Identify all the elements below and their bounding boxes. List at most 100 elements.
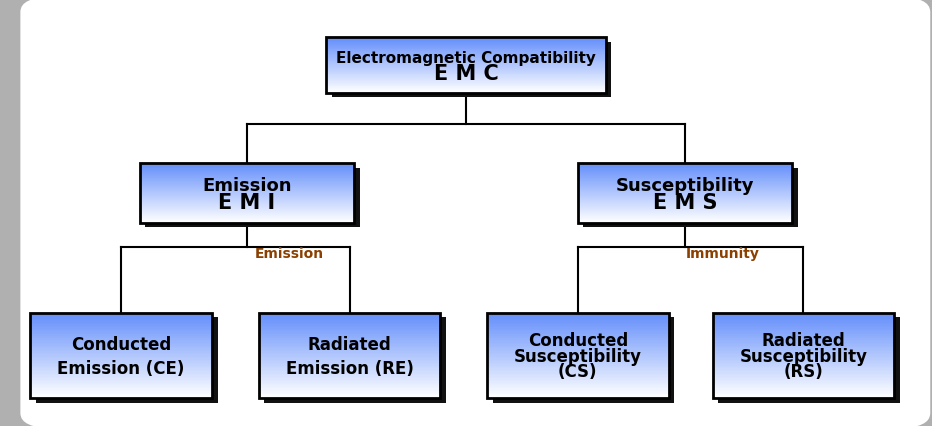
Bar <box>712 341 895 343</box>
Bar <box>30 392 212 394</box>
Bar <box>326 58 606 60</box>
Bar <box>578 219 792 220</box>
Bar <box>140 164 354 165</box>
Bar <box>258 394 440 395</box>
Bar <box>30 394 212 395</box>
Bar <box>712 320 895 322</box>
Bar <box>140 173 354 174</box>
Bar <box>30 368 212 370</box>
Bar <box>30 378 212 380</box>
Text: Immunity: Immunity <box>685 247 760 260</box>
Bar <box>30 355 212 357</box>
Bar <box>30 391 212 393</box>
Bar <box>258 354 440 356</box>
Bar <box>578 190 792 192</box>
Bar <box>258 343 440 344</box>
Bar <box>30 383 212 384</box>
Bar <box>487 371 669 373</box>
Bar <box>578 166 792 167</box>
Bar <box>140 175 354 176</box>
Bar <box>487 347 669 348</box>
Bar <box>140 179 354 180</box>
Bar <box>30 388 212 390</box>
Bar <box>487 394 669 395</box>
Text: (CS): (CS) <box>558 362 597 380</box>
Bar <box>578 204 792 206</box>
Bar <box>140 196 354 198</box>
Bar <box>578 177 792 178</box>
Bar <box>258 391 440 393</box>
Bar <box>487 353 669 354</box>
Bar <box>487 380 669 381</box>
Bar <box>258 345 440 347</box>
Bar <box>326 86 606 87</box>
Bar <box>258 368 440 370</box>
Bar <box>30 338 212 340</box>
Bar <box>712 377 895 378</box>
Bar <box>140 222 354 223</box>
Bar <box>578 216 792 218</box>
Bar <box>487 338 669 340</box>
Bar <box>140 181 354 183</box>
Bar <box>326 66 606 67</box>
Bar <box>326 81 606 83</box>
Bar <box>578 178 792 179</box>
Bar <box>30 336 212 337</box>
Text: Conducted: Conducted <box>71 335 171 353</box>
Bar <box>30 316 212 317</box>
Bar <box>326 80 606 81</box>
Bar <box>712 337 895 339</box>
Bar <box>30 370 212 371</box>
Bar <box>140 202 354 204</box>
Bar <box>30 377 212 378</box>
Bar <box>326 53 606 54</box>
Bar <box>712 334 895 336</box>
Bar <box>258 357 440 359</box>
Bar <box>326 73 606 74</box>
Bar <box>140 189 354 190</box>
Bar <box>326 54 606 55</box>
Bar <box>712 333 895 334</box>
Bar <box>487 374 669 376</box>
Bar <box>30 371 212 373</box>
Bar <box>30 389 212 391</box>
Bar <box>30 337 212 339</box>
Bar <box>258 323 440 325</box>
Bar <box>712 325 895 327</box>
Bar <box>487 366 669 367</box>
Text: Radiated: Radiated <box>308 335 391 353</box>
Bar <box>578 170 792 171</box>
Bar <box>140 187 354 188</box>
Bar <box>578 211 792 213</box>
Bar <box>326 62 606 63</box>
Bar <box>140 190 354 191</box>
Bar <box>578 193 792 195</box>
Bar <box>326 41 606 42</box>
Bar <box>30 347 212 348</box>
Bar <box>326 91 606 92</box>
Bar <box>712 388 895 390</box>
Bar <box>258 331 440 333</box>
Bar <box>487 364 669 366</box>
Bar <box>258 370 440 371</box>
Bar <box>258 324 440 326</box>
Bar <box>30 354 212 356</box>
Bar <box>712 366 895 367</box>
Bar <box>258 320 440 322</box>
Bar <box>326 49 606 50</box>
Bar <box>258 313 440 314</box>
Bar <box>140 170 354 171</box>
Bar <box>140 178 354 179</box>
Bar <box>712 381 895 383</box>
Bar <box>578 208 792 210</box>
Bar <box>30 323 212 325</box>
Bar <box>30 344 212 346</box>
Bar <box>487 324 669 326</box>
Bar <box>258 344 440 346</box>
Bar <box>712 394 895 395</box>
Bar <box>712 364 895 366</box>
Bar <box>140 193 354 194</box>
Bar <box>326 56 606 57</box>
Bar <box>326 83 606 84</box>
Bar <box>30 348 212 350</box>
